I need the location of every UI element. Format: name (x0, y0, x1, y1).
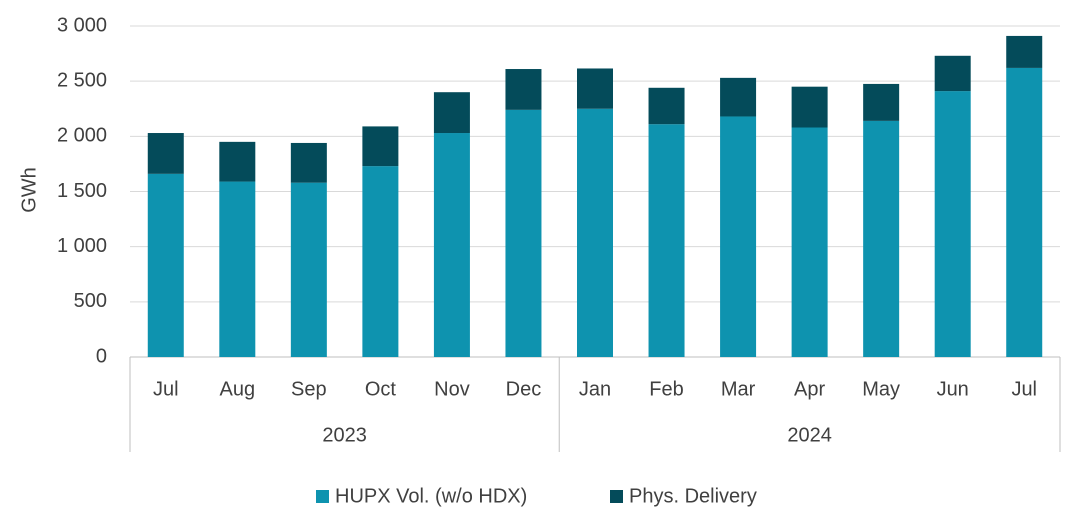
bar-segment (147, 133, 184, 174)
bar-segment (791, 127, 828, 357)
bar-segment (720, 116, 757, 358)
bar-segment (290, 142, 327, 183)
y-tick-label: 3 000 (57, 14, 107, 36)
x-tick-label: Jul (1011, 378, 1037, 400)
y-tick-label: 1 000 (57, 235, 107, 257)
x-tick-label: Nov (434, 378, 470, 400)
x-tick-label: Oct (365, 378, 397, 400)
y-tick-label: 2 500 (57, 69, 107, 91)
y-axis-label: GWh (18, 167, 40, 213)
bar-segment (577, 68, 613, 109)
bar-segment (577, 108, 613, 357)
bar-segment (648, 124, 685, 358)
legend-swatch (316, 490, 329, 503)
group-label: 2023 (322, 424, 367, 446)
y-tick-label: 0 (96, 345, 107, 367)
bar-segment (290, 182, 327, 357)
bar-segment (863, 83, 900, 121)
bar-segment (934, 91, 971, 357)
x-tick-label: Dec (506, 378, 542, 400)
legend-swatch (610, 490, 623, 503)
bar-segment (219, 141, 256, 182)
x-tick-label: Jun (937, 378, 969, 400)
x-tick-label: Mar (721, 378, 756, 400)
x-tick-label: Jul (153, 378, 179, 400)
legend-label: HUPX Vol. (w/o HDX) (335, 485, 527, 507)
bar-segment (505, 109, 542, 357)
legend-label: Phys. Delivery (629, 485, 757, 507)
x-tick-label: Feb (649, 378, 683, 400)
x-tick-label: Apr (794, 378, 825, 400)
bar-segment (791, 86, 828, 128)
bar-segment (433, 92, 470, 134)
bar-segment (362, 166, 399, 357)
bar-segment (1006, 67, 1043, 357)
x-tick-label: Aug (220, 378, 256, 400)
x-tick-label: Jan (579, 378, 611, 400)
bar-segment (1006, 35, 1043, 68)
y-tick-label: 500 (74, 290, 107, 312)
bar-segment (648, 87, 685, 125)
bar-segment (505, 69, 542, 110)
bar-segment (720, 77, 757, 117)
x-tick-label: Sep (291, 378, 327, 400)
group-label: 2024 (787, 424, 832, 446)
x-tick-label: May (862, 378, 900, 400)
bar-segment (433, 133, 470, 357)
y-tick-label: 1 500 (57, 180, 107, 202)
bar-segment (219, 181, 256, 357)
bar-segment (147, 173, 184, 357)
bar-segment (362, 126, 399, 167)
y-tick-label: 2 000 (57, 125, 107, 147)
bar-segment (934, 55, 971, 92)
bar-segment (863, 120, 900, 358)
